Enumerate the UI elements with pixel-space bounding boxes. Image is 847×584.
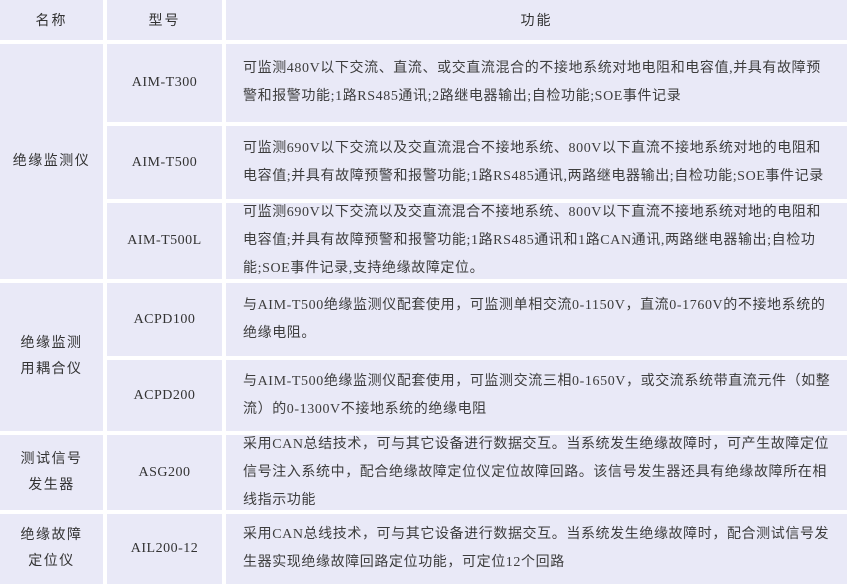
group-name-test-signal-generator: 测试信号 发生器 [0, 435, 103, 510]
function-cell: 与AIM-T500绝缘监测仪配套使用，可监测单相交流0-1150V，直流0-17… [226, 283, 847, 356]
column-header-name: 名称 [0, 0, 103, 40]
function-cell: 采用CAN总线技术，可与其它设备进行数据交互。当系统发生绝缘故障时，配合测试信号… [226, 514, 847, 584]
function-cell: 可监测690V以下交流以及交直流混合不接地系统、800V以下直流不接地系统对地的… [226, 126, 847, 199]
model-cell: AIM-T500L [107, 203, 222, 279]
column-header-function: 功能 [226, 0, 847, 40]
function-cell: 与AIM-T500绝缘监测仪配套使用，可监测交流三相0-1650V，或交流系统带… [226, 360, 847, 431]
model-cell: AIL200-12 [107, 514, 222, 584]
function-cell: 采用CAN总结技术，可与其它设备进行数据交互。当系统发生绝缘故障时，可产生故障定… [226, 435, 847, 510]
model-cell: AIM-T300 [107, 44, 222, 122]
model-cell: AIM-T500 [107, 126, 222, 199]
function-cell: 可监测690V以下交流以及交直流混合不接地系统、800V以下直流不接地系统对地的… [226, 203, 847, 279]
column-header-model: 型号 [107, 0, 222, 40]
group-name-coupling-instrument: 绝缘监测 用耦合仪 [0, 283, 103, 431]
model-cell: ACPD200 [107, 360, 222, 431]
group-name-insulation-monitor: 绝缘监测仪 [0, 44, 103, 279]
function-cell: 可监测480V以下交流、直流、或交直流混合的不接地系统对地电阻和电容值,并具有故… [226, 44, 847, 122]
model-cell: ACPD100 [107, 283, 222, 356]
model-cell: ASG200 [107, 435, 222, 510]
group-name-fault-locator: 绝缘故障 定位仪 [0, 514, 103, 584]
